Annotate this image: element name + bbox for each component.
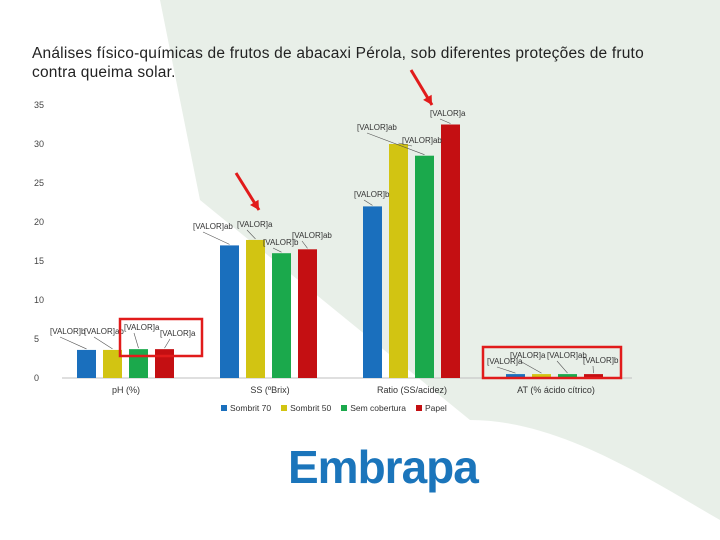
label-leader-line bbox=[556, 360, 568, 374]
bar-data-label: [VALOR]a bbox=[430, 109, 466, 118]
bar bbox=[246, 239, 265, 378]
bar-data-label: [VALOR]a bbox=[510, 351, 546, 360]
bar bbox=[77, 349, 96, 378]
bar-data-label: [VALOR]ab bbox=[292, 231, 332, 240]
bar bbox=[532, 374, 551, 378]
y-tick-label: 20 bbox=[34, 217, 44, 227]
legend-item: Sombrit 50 bbox=[281, 403, 331, 413]
y-tick-label: 15 bbox=[34, 256, 44, 266]
bar bbox=[220, 245, 239, 378]
bar bbox=[558, 374, 577, 378]
bar bbox=[584, 374, 603, 378]
label-leader-line bbox=[202, 231, 230, 245]
bar-data-label: [VALOR]b bbox=[50, 327, 86, 336]
chart-annotations bbox=[118, 69, 623, 380]
bar-data-label: [VALOR]ab bbox=[193, 222, 233, 231]
bar-data-label: [VALOR]b bbox=[263, 238, 299, 247]
label-leader-line bbox=[398, 142, 413, 147]
label-leader-line bbox=[93, 336, 113, 350]
legend-swatch-sombrit50 bbox=[281, 405, 288, 411]
legend-label: Papel bbox=[424, 403, 447, 413]
y-tick-label: 0 bbox=[34, 373, 39, 383]
label-leader-line bbox=[439, 118, 451, 124]
bar-data-label: [VALOR]a bbox=[160, 329, 196, 338]
bar bbox=[389, 144, 408, 378]
legend-item: Sombrit 70 bbox=[221, 403, 271, 413]
bar-data-label: [VALOR]ab bbox=[84, 327, 124, 336]
legend-swatch-sem-cobertura bbox=[341, 405, 348, 411]
bar-data-label: [VALOR]a bbox=[487, 357, 523, 366]
label-leader-line bbox=[301, 240, 308, 249]
logo-text: Embrapa bbox=[288, 441, 479, 493]
bar bbox=[506, 374, 525, 378]
label-leader-line bbox=[133, 332, 139, 349]
highlight-arrow-ss-head bbox=[250, 199, 259, 210]
bar-data-label: [VALOR]ab bbox=[402, 136, 442, 145]
bar bbox=[272, 253, 291, 378]
y-tick-label: 35 bbox=[34, 100, 44, 110]
legend-item: Papel bbox=[415, 403, 447, 413]
bar bbox=[298, 249, 317, 378]
y-tick-label: 30 bbox=[34, 139, 44, 149]
legend-label: Sem cobertura bbox=[350, 403, 406, 413]
highlight-box-at bbox=[481, 345, 623, 380]
label-leader-line bbox=[246, 229, 256, 240]
bar-data-label: [VALOR]ab bbox=[547, 351, 587, 360]
bar bbox=[103, 349, 122, 378]
highlight-box-ph bbox=[118, 317, 204, 358]
label-leader-line bbox=[363, 199, 373, 206]
bar bbox=[155, 349, 174, 378]
chart-bars bbox=[77, 124, 603, 378]
y-tick-label: 25 bbox=[34, 178, 44, 188]
y-tick-label: 10 bbox=[34, 295, 44, 305]
chart-legend: Sombrit 70 Sombrit 50 Sem cobertura Pape… bbox=[221, 403, 447, 413]
slide-title: Análises físico-químicas de frutos de ab… bbox=[32, 45, 644, 81]
bar-data-label: [VALOR]a bbox=[124, 323, 160, 332]
highlight-arrow-ratio-head bbox=[423, 94, 432, 105]
legend-item: Sem cobertura bbox=[341, 403, 406, 413]
label-leader-line bbox=[496, 366, 516, 374]
x-tick-label: SS (ºBrix) bbox=[250, 385, 289, 395]
bar bbox=[415, 155, 434, 378]
x-tick-label: AT (% ácido cítrico) bbox=[517, 385, 595, 395]
bar-data-label: [VALOR]b bbox=[583, 356, 619, 365]
legend-label: Sombrit 50 bbox=[290, 403, 332, 413]
bar-data-label: [VALOR]a bbox=[237, 220, 273, 229]
legend-label: Sombrit 70 bbox=[230, 403, 272, 413]
x-tick-label: pH (%) bbox=[112, 385, 140, 395]
chart-data-labels: [VALOR]b[VALOR]ab[VALOR]b[VALOR]a[VALOR]… bbox=[50, 109, 619, 374]
label-leader-line bbox=[366, 132, 425, 155]
label-leader-line bbox=[164, 338, 171, 349]
label-leader-line bbox=[592, 365, 594, 374]
label-leader-line bbox=[519, 360, 542, 374]
bar bbox=[129, 349, 148, 378]
bar bbox=[441, 124, 460, 378]
x-tick-label: Ratio (SS/acidez) bbox=[377, 385, 447, 395]
embrapa-logo: Embrapa bbox=[288, 440, 479, 494]
y-tick-label: 5 bbox=[34, 334, 39, 344]
legend-swatch-sombrit70 bbox=[221, 405, 227, 411]
label-leader-line bbox=[59, 336, 87, 350]
label-leader-line bbox=[272, 247, 282, 253]
bar-data-label: [VALOR]b bbox=[354, 190, 390, 199]
legend-swatch-papel bbox=[415, 405, 422, 411]
bar-data-label: [VALOR]ab bbox=[357, 123, 397, 132]
bar bbox=[363, 206, 382, 378]
